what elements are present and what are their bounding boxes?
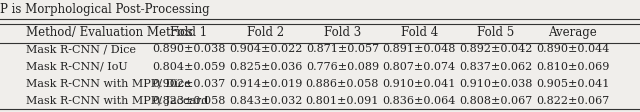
Text: 0.910±0.041: 0.910±0.041	[383, 79, 456, 89]
Text: 0.810±0.069: 0.810±0.069	[536, 62, 609, 72]
Text: 0.910±0.038: 0.910±0.038	[460, 79, 532, 89]
Text: 0.823±0.058: 0.823±0.058	[152, 96, 225, 106]
Text: 0.801±0.091: 0.801±0.091	[306, 96, 379, 106]
Text: 0.904±0.022: 0.904±0.022	[229, 44, 302, 54]
Text: Fold 4: Fold 4	[401, 26, 438, 39]
Text: P is Morphological Post-Processing: P is Morphological Post-Processing	[0, 3, 210, 16]
Text: 0.890±0.038: 0.890±0.038	[152, 44, 225, 54]
Text: 0.837±0.062: 0.837±0.062	[460, 62, 532, 72]
Text: 0.836±0.064: 0.836±0.064	[383, 96, 456, 106]
Text: 0.890±0.044: 0.890±0.044	[536, 44, 609, 54]
Text: Fold 5: Fold 5	[477, 26, 515, 39]
Text: Fold 1: Fold 1	[170, 26, 207, 39]
Text: 0.807±0.074: 0.807±0.074	[383, 62, 456, 72]
Text: Average: Average	[548, 26, 597, 39]
Text: 0.825±0.036: 0.825±0.036	[229, 62, 302, 72]
Text: 0.871±0.057: 0.871±0.057	[306, 44, 379, 54]
Text: 0.822±0.067: 0.822±0.067	[536, 96, 609, 106]
Text: 0.905±0.041: 0.905±0.041	[536, 79, 609, 89]
Text: 0.902±0.037: 0.902±0.037	[152, 79, 225, 89]
Text: 0.891±0.048: 0.891±0.048	[383, 44, 456, 54]
Text: Mask R-CNN with MPP/ Jaccard: Mask R-CNN with MPP/ Jaccard	[26, 96, 208, 106]
Text: Fold 3: Fold 3	[324, 26, 361, 39]
Text: Mask R-CNN/ IoU: Mask R-CNN/ IoU	[26, 62, 127, 72]
Text: 0.886±0.058: 0.886±0.058	[306, 79, 379, 89]
Text: Method/ Evaluation Metrics: Method/ Evaluation Metrics	[26, 26, 192, 39]
Text: Mask R-CNN with MPP/ Dice: Mask R-CNN with MPP/ Dice	[26, 79, 190, 89]
Text: 0.808±0.067: 0.808±0.067	[460, 96, 532, 106]
Text: Mask R-CNN / Dice: Mask R-CNN / Dice	[26, 44, 136, 54]
Text: Fold 2: Fold 2	[247, 26, 284, 39]
Text: 0.914±0.019: 0.914±0.019	[229, 79, 302, 89]
Text: 0.776±0.089: 0.776±0.089	[306, 62, 379, 72]
Text: 0.892±0.042: 0.892±0.042	[460, 44, 532, 54]
Text: 0.804±0.059: 0.804±0.059	[152, 62, 225, 72]
Text: 0.843±0.032: 0.843±0.032	[229, 96, 302, 106]
